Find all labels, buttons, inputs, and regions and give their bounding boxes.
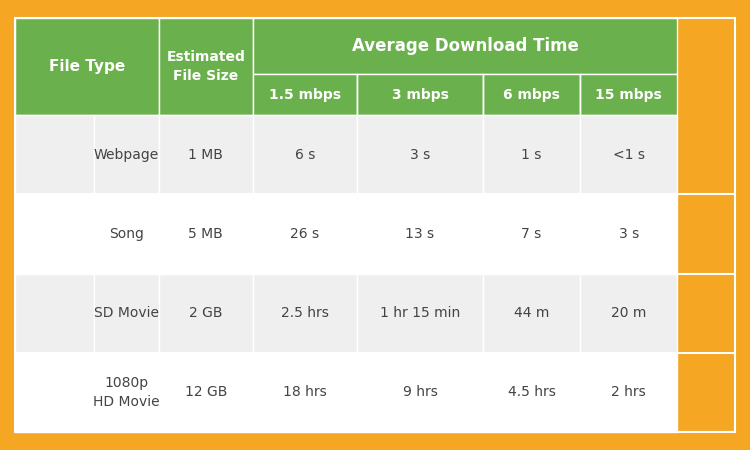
FancyBboxPatch shape [15, 115, 94, 194]
FancyBboxPatch shape [580, 115, 677, 194]
Text: <1 s: <1 s [613, 148, 645, 162]
FancyBboxPatch shape [253, 274, 357, 353]
FancyBboxPatch shape [580, 74, 677, 115]
Text: 1.5 mbps: 1.5 mbps [268, 88, 340, 102]
Text: 2 hrs: 2 hrs [611, 385, 646, 400]
FancyBboxPatch shape [253, 194, 357, 274]
Text: Webpage: Webpage [94, 148, 159, 162]
Text: 1 s: 1 s [521, 148, 542, 162]
FancyBboxPatch shape [15, 274, 94, 353]
FancyBboxPatch shape [580, 194, 677, 274]
Text: Estimated
File Size: Estimated File Size [166, 50, 245, 83]
FancyBboxPatch shape [159, 18, 253, 115]
Text: 3 s: 3 s [410, 148, 430, 162]
FancyBboxPatch shape [483, 353, 580, 432]
FancyBboxPatch shape [357, 194, 483, 274]
Text: 6 mbps: 6 mbps [503, 88, 560, 102]
Text: Average Download Time: Average Download Time [352, 37, 578, 55]
FancyBboxPatch shape [15, 18, 159, 115]
Text: 6 s: 6 s [295, 148, 315, 162]
Text: 15 mbps: 15 mbps [596, 88, 662, 102]
FancyBboxPatch shape [94, 353, 159, 432]
FancyBboxPatch shape [357, 353, 483, 432]
FancyBboxPatch shape [483, 194, 580, 274]
FancyBboxPatch shape [94, 115, 159, 194]
Text: 2.5 hrs: 2.5 hrs [280, 306, 328, 320]
Text: 44 m: 44 m [514, 306, 549, 320]
Text: 9 hrs: 9 hrs [403, 385, 437, 400]
Text: 18 hrs: 18 hrs [283, 385, 327, 400]
FancyBboxPatch shape [159, 115, 253, 194]
FancyBboxPatch shape [15, 353, 94, 432]
Text: 2 GB: 2 GB [189, 306, 223, 320]
FancyBboxPatch shape [483, 274, 580, 353]
FancyBboxPatch shape [253, 18, 677, 74]
Text: SD Movie: SD Movie [94, 306, 159, 320]
FancyBboxPatch shape [253, 74, 357, 115]
Text: 7 s: 7 s [521, 227, 542, 241]
FancyBboxPatch shape [357, 274, 483, 353]
FancyBboxPatch shape [580, 353, 677, 432]
FancyBboxPatch shape [580, 274, 677, 353]
FancyBboxPatch shape [159, 274, 253, 353]
Text: 5 MB: 5 MB [188, 227, 224, 241]
FancyBboxPatch shape [253, 115, 357, 194]
FancyBboxPatch shape [94, 194, 159, 274]
FancyBboxPatch shape [483, 115, 580, 194]
FancyBboxPatch shape [483, 74, 580, 115]
Text: 3 mbps: 3 mbps [392, 88, 448, 102]
Text: Song: Song [110, 227, 144, 241]
Text: 13 s: 13 s [406, 227, 434, 241]
Text: 1 MB: 1 MB [188, 148, 224, 162]
Text: 12 GB: 12 GB [184, 385, 227, 400]
FancyBboxPatch shape [94, 274, 159, 353]
FancyBboxPatch shape [15, 194, 94, 274]
FancyBboxPatch shape [357, 74, 483, 115]
Text: File Type: File Type [49, 59, 125, 74]
Text: 26 s: 26 s [290, 227, 320, 241]
FancyBboxPatch shape [159, 353, 253, 432]
FancyBboxPatch shape [253, 353, 357, 432]
Text: 1080p
HD Movie: 1080p HD Movie [93, 376, 160, 409]
Text: 3 s: 3 s [619, 227, 639, 241]
FancyBboxPatch shape [357, 115, 483, 194]
Text: 1 hr 15 min: 1 hr 15 min [380, 306, 460, 320]
Text: 4.5 hrs: 4.5 hrs [508, 385, 556, 400]
Text: 20 m: 20 m [611, 306, 646, 320]
FancyBboxPatch shape [159, 194, 253, 274]
